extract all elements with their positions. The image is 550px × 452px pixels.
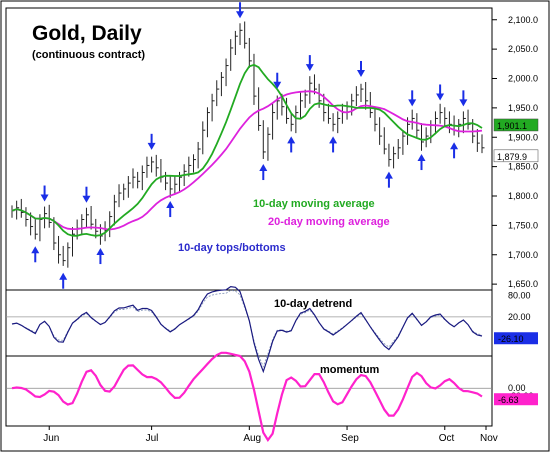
- month-label: Oct: [439, 433, 455, 444]
- price-axis-label: 1,850.0: [508, 162, 538, 172]
- up-arrow-head: [259, 164, 268, 172]
- down-arrow-head: [408, 99, 417, 107]
- momentum-value-box: [494, 393, 538, 406]
- detrend-axis-label: 80.00: [508, 291, 531, 301]
- price-axis-label: 2,000.0: [508, 74, 538, 84]
- month-label: Sep: [341, 433, 359, 444]
- momentum-panel: 0.00-20.00-6.63: [6, 351, 538, 442]
- momentum-line: [11, 351, 483, 442]
- chart-subtitle: (continuous contract): [32, 49, 145, 61]
- up-arrow-head: [96, 248, 105, 256]
- momentum-label: momentum: [320, 364, 380, 376]
- down-arrow-head: [357, 69, 366, 77]
- down-arrow-head: [147, 142, 156, 150]
- price-axis-label: 1,650.0: [508, 279, 538, 289]
- ma20-line: [11, 90, 483, 231]
- month-label: Jul: [146, 433, 159, 444]
- detrend-current-value: -26.10: [498, 334, 524, 344]
- down-arrow-head: [436, 93, 445, 101]
- month-label: Aug: [243, 433, 261, 444]
- up-arrow-head: [31, 246, 40, 254]
- down-arrow-head: [305, 64, 314, 72]
- momentum-current-value: -6.63: [498, 395, 519, 405]
- detrend-axis-label: 20.00: [508, 312, 531, 322]
- price-axis-label: 1,950.0: [508, 103, 538, 113]
- detrend-label: 10-day detrend: [274, 298, 352, 310]
- momentum-axis-label: 0.00: [508, 383, 526, 393]
- price-axis-label: 1,700.0: [508, 250, 538, 260]
- detrend-panel: 80.00 20.00 -26.10: [6, 285, 538, 374]
- price-axis-label: 1,800.0: [508, 191, 538, 201]
- ma10-value-box: [493, 118, 539, 132]
- down-arrow-head: [82, 195, 91, 203]
- ma10-value-label: 1,901.1: [497, 121, 527, 131]
- top-bottom-arrows: [31, 2, 468, 289]
- price-axis-label: 2,100.0: [508, 15, 538, 25]
- ma10-line: [11, 63, 483, 237]
- up-arrow-head: [59, 272, 68, 280]
- price-axis-label: 1,900.0: [508, 132, 538, 142]
- month-axis: Jun Jul Aug Sep Oct Nov: [43, 426, 498, 444]
- detrend-value-box: [494, 332, 538, 345]
- up-arrow-head: [329, 136, 338, 144]
- up-arrow-head: [166, 201, 175, 209]
- month-label: Jun: [43, 433, 59, 444]
- annotation-tops-bottoms: 10-day tops/bottoms: [178, 242, 286, 254]
- down-arrow-head: [236, 11, 245, 19]
- last-price-label: 1,879.9: [497, 152, 527, 162]
- up-arrow-head: [450, 142, 459, 150]
- down-arrow-head: [459, 99, 468, 107]
- price-axis: 2,100.0 2,050.0 2,000.0 1,950.0 1,900.0 1,850…: [492, 15, 539, 289]
- down-arrow-head: [273, 81, 282, 89]
- month-label: Nov: [480, 433, 498, 444]
- up-arrow-head: [384, 171, 393, 179]
- up-arrow-head: [287, 136, 296, 144]
- down-arrow-head: [40, 194, 49, 202]
- detrend-line: [11, 285, 483, 374]
- chart-title: Gold, Daily: [32, 22, 142, 45]
- price-bars: [11, 21, 485, 268]
- price-axis-label: 2,050.0: [508, 44, 538, 54]
- annotation-ma10: 10-day moving average: [253, 198, 375, 210]
- annotation-ma20: 20-day moving average: [268, 216, 390, 228]
- last-price-box: [493, 149, 539, 163]
- price-axis-label: 1,750.0: [508, 220, 538, 230]
- up-arrow-head: [417, 154, 426, 162]
